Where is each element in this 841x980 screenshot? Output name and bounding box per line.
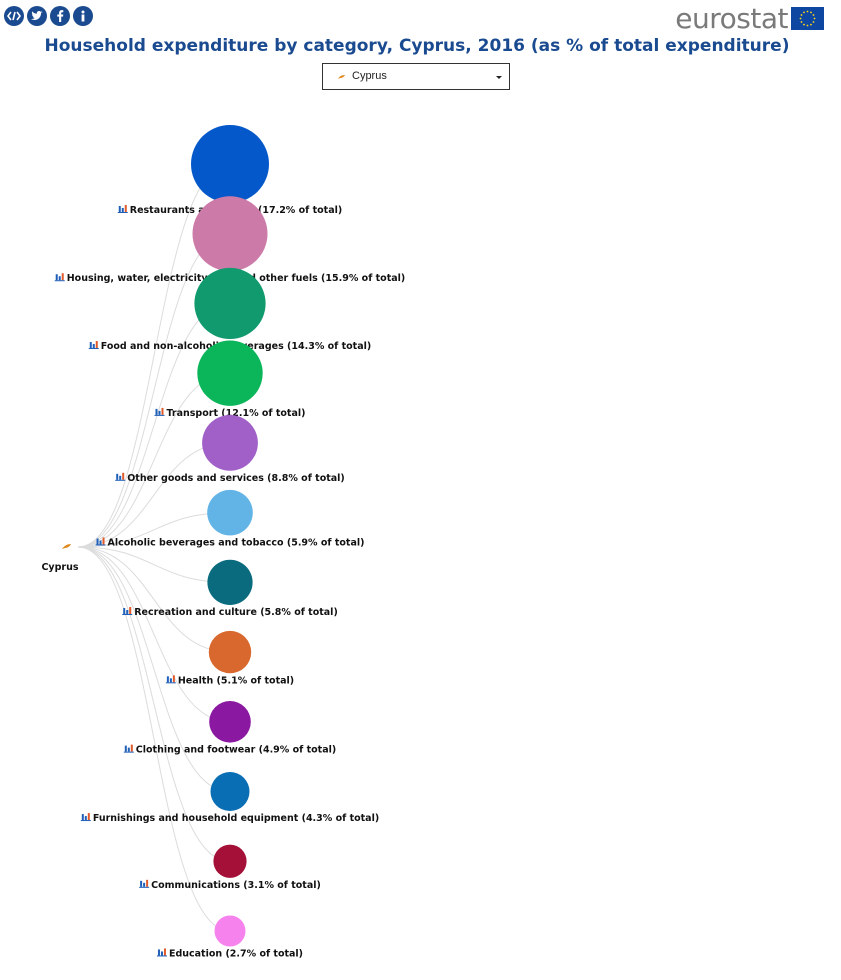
eurostat-logo: eurostat — [675, 2, 824, 35]
root-node[interactable]: Cyprus — [41, 544, 79, 573]
bar-chart-icon[interactable] — [154, 407, 165, 416]
bubble-health[interactable] — [208, 630, 252, 674]
label-transport: Transport (12.1% of total) — [166, 408, 305, 419]
bar-chart-icon[interactable] — [165, 675, 176, 684]
node-transport[interactable]: Transport (12.1% of total) — [154, 340, 306, 419]
label-clothing-and-footwear: Clothing and footwear (4.9% of total) — [136, 745, 336, 756]
dropdown-selected-value: Cyprus — [352, 70, 387, 82]
bubble-education[interactable] — [214, 915, 246, 947]
node-health[interactable]: Health (5.1% of total) — [165, 630, 294, 686]
tree-link-health — [77, 546, 231, 653]
cyprus-flag-icon — [338, 75, 345, 79]
label-recreation-and-culture: Recreation and culture (5.8% of total) — [134, 607, 338, 618]
bubble-furnishings-and-household-equipment[interactable] — [210, 772, 250, 812]
bubble-alcoholic-beverages-and-tobacco[interactable] — [207, 489, 253, 536]
bubble-housing-water-electricity-gas-and-other-fuels[interactable] — [192, 196, 268, 272]
twitter-icon[interactable] — [27, 6, 47, 26]
bar-chart-icon[interactable] — [156, 948, 167, 957]
bar-chart-icon[interactable] — [54, 273, 65, 282]
embed-icon[interactable] — [4, 6, 24, 26]
tree-link-alcoholic-beverages-and-tobacco — [77, 512, 231, 548]
chart-title: Household expenditure by category, Cypru… — [44, 36, 790, 56]
node-other-goods-and-services[interactable]: Other goods and services (8.8% of total) — [115, 415, 345, 484]
node-communications[interactable]: Communications (3.1% of total) — [139, 844, 321, 891]
root-flag-icon — [62, 544, 71, 549]
chevron-down-icon — [496, 76, 502, 79]
node-clothing-and-footwear[interactable]: Clothing and footwear (4.9% of total) — [123, 701, 336, 756]
bubble-recreation-and-culture[interactable] — [207, 559, 253, 605]
node-education[interactable]: Education (2.7% of total) — [156, 915, 303, 960]
bubble-communications[interactable] — [213, 844, 247, 878]
country-dropdown[interactable]: Cyprus — [322, 63, 510, 90]
tree-link-recreation-and-culture — [77, 546, 231, 583]
bar-chart-icon[interactable] — [123, 744, 134, 753]
bar-chart-icon[interactable] — [88, 341, 99, 350]
root-label: Cyprus — [41, 562, 78, 573]
bar-chart-icon[interactable] — [95, 537, 106, 546]
bar-chart-icon[interactable] — [115, 472, 126, 481]
tree-link-communications — [77, 546, 231, 862]
info-icon[interactable] — [73, 6, 93, 26]
logo-text: eurostat — [675, 2, 788, 35]
bubble-food-and-non-alcoholic-beverages[interactable] — [194, 267, 266, 340]
label-alcoholic-beverages-and-tobacco: Alcoholic beverages and tobacco (5.9% of… — [108, 537, 365, 548]
bubble-other-goods-and-services[interactable] — [202, 415, 258, 471]
tree-link-furnishings-and-household-equipment — [77, 546, 231, 793]
eu-flag-icon — [791, 7, 824, 30]
label-other-goods-and-services: Other goods and services (8.8% of total) — [127, 473, 345, 484]
bar-chart-icon[interactable] — [139, 879, 150, 888]
bubble-transport[interactable] — [197, 340, 263, 406]
node-alcoholic-beverages-and-tobacco[interactable]: Alcoholic beverages and tobacco (5.9% of… — [95, 489, 365, 549]
bar-chart-icon[interactable] — [80, 813, 91, 822]
node-furnishings-and-household-equipment[interactable]: Furnishings and household equipment (4.3… — [80, 772, 379, 824]
bubble-restaurants-and-hotels[interactable] — [191, 125, 269, 203]
bubble-clothing-and-footwear[interactable] — [209, 701, 251, 743]
facebook-icon[interactable] — [50, 6, 70, 26]
bar-chart-icon[interactable] — [122, 607, 133, 616]
label-communications: Communications (3.1% of total) — [151, 880, 321, 891]
tree-link-clothing-and-footwear — [77, 546, 231, 723]
share-bar — [4, 6, 93, 26]
tree-nodes: Restaurants and hotels (17.2% of total)H… — [54, 125, 405, 960]
tree-link-education — [77, 546, 231, 932]
label-health: Health (5.1% of total) — [178, 675, 294, 686]
label-education: Education (2.7% of total) — [169, 948, 303, 959]
node-recreation-and-culture[interactable]: Recreation and culture (5.8% of total) — [122, 559, 338, 618]
bar-chart-icon[interactable] — [117, 205, 128, 213]
tree-link-food-and-non-alcoholic-beverages — [77, 302, 231, 548]
label-furnishings-and-household-equipment: Furnishings and household equipment (4.3… — [93, 813, 379, 824]
tree-link-transport — [77, 372, 231, 548]
